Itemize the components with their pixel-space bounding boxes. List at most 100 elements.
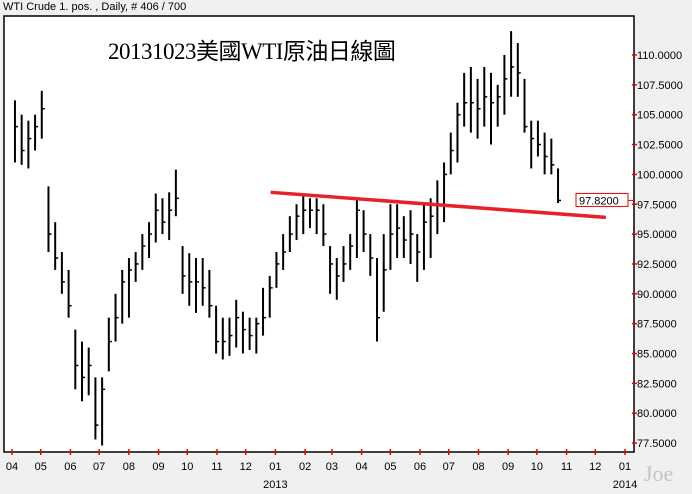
ohlc-bar [382,234,387,312]
ohlc-bar [308,198,313,229]
ohlc-bar [40,90,45,139]
ohlc-bar [516,43,521,97]
ohlc-bar [536,120,541,157]
ohlc-bar [208,269,213,318]
ohlc-bar [215,305,220,354]
x-tick-label: 02 [299,461,311,473]
ohlc-bar [201,257,206,306]
y-tick-label: 102.5000 [637,140,683,152]
ohlc-bar [402,216,407,258]
x-tick-label: 05 [384,461,396,473]
last-price-marker: 97.8200 [575,192,634,207]
ohlc-bar [496,84,501,127]
ohlc-bar [550,138,555,175]
ohlc-bar [268,275,273,318]
ohlc-bar [530,120,535,169]
ohlc-bar [241,311,246,354]
x-tick-label: 01 [619,461,631,473]
ohlc-bar [114,293,119,342]
ohlc-bar [54,222,59,270]
ohlc-bar [248,317,253,350]
ohlc-bar [67,269,72,318]
ohlc-bar [409,210,414,264]
ohlc-bar [127,257,132,318]
ohlc-bar [389,204,394,270]
ohlc-bar [181,246,186,294]
ohlc-bar [235,299,240,348]
x-year-label: 2014 [613,479,637,491]
ohlc-bar [476,78,481,139]
ohlc-bar [148,222,153,258]
ohlc-bar [20,114,25,165]
ohlc-bar [396,204,401,258]
x-tick-label: 07 [93,461,105,473]
y-tick-label: 82.5000 [637,378,677,390]
ohlc-bar [94,377,99,440]
ohlc-bar [275,252,280,288]
ohlc-bar [13,100,18,163]
x-tick-label: 11 [211,461,222,473]
last-price-box [575,192,629,207]
y-tick-label: 110.0000 [637,50,682,62]
ohlc-bar [34,114,39,151]
x-tick-label: 09 [502,461,514,473]
ohlc-bar [47,186,52,253]
y-tick-label: 80.0000 [637,408,677,420]
last-price-label: 97.8200 [579,195,619,207]
y-tick-label: 95.0000 [637,229,677,241]
x-tick-label: 09 [152,461,164,473]
ohlc-bar [335,257,340,300]
y-tick-label: 90.0000 [637,289,677,301]
ohlc-bar [557,168,562,204]
ohlc-bar [469,66,474,133]
ohlc-bar [188,253,193,306]
price-bars [13,31,562,446]
y-tick-label: 107.5000 [637,80,683,92]
resistance-trendline [270,190,606,220]
ohlc-bar [543,132,548,175]
ohlc-bar [174,169,179,217]
ohlc-bar [449,132,454,175]
ohlc-bar [74,329,79,390]
ohlc-bar [355,198,360,258]
x-tick-label: 06 [64,461,76,473]
x-tick-label: 03 [326,461,338,473]
ohlc-bar [342,246,347,282]
plot-area [3,15,635,453]
ohlc-bar [87,347,92,396]
ohlc-bar [302,195,307,235]
ohlc-bar [422,204,427,270]
ohlc-bar [27,120,32,169]
x-tick-label: 12 [240,461,252,473]
ohlc-bar [161,198,166,235]
x-tick-label: 10 [531,461,543,473]
x-tick-label: 08 [123,461,135,473]
ohlc-bar [362,210,367,253]
ohlc-bar [489,72,494,145]
ohlc-bar [510,31,515,97]
x-tick-label: 11 [561,461,572,473]
chart-title: 20131023美國WTI原油日線圖 [108,39,396,64]
ohlc-bar [456,102,461,163]
ohlc-bar [483,66,488,127]
watermark: Joe [644,461,674,486]
ohlc-bar [194,257,199,313]
chart-header: WTI Crude 1. pos. , Daily, # 406 / 700 [3,1,187,13]
ohlc-bar [107,317,112,372]
ohlc-bar [154,193,159,243]
trendline-layer [270,190,606,220]
y-tick-label: 85.0000 [637,349,677,361]
ohlc-bar [262,287,267,336]
ohlc-bar [288,216,293,253]
x-year-label: 2013 [263,479,287,491]
ohlc-bar [134,252,139,282]
ohlc-bar [282,234,287,270]
y-tick-label: 105.0000 [637,110,683,122]
ohlc-bar [322,204,327,247]
x-tick-label: 10 [181,461,193,473]
x-tick-label: 08 [472,461,484,473]
ohlc-bar [81,341,86,402]
ohlc-bar [141,234,146,270]
x-axis: 04 05 06 07 08 09 10 11 12 01 02 03 04 05 06 07 08 09 10 11… [6,449,637,491]
